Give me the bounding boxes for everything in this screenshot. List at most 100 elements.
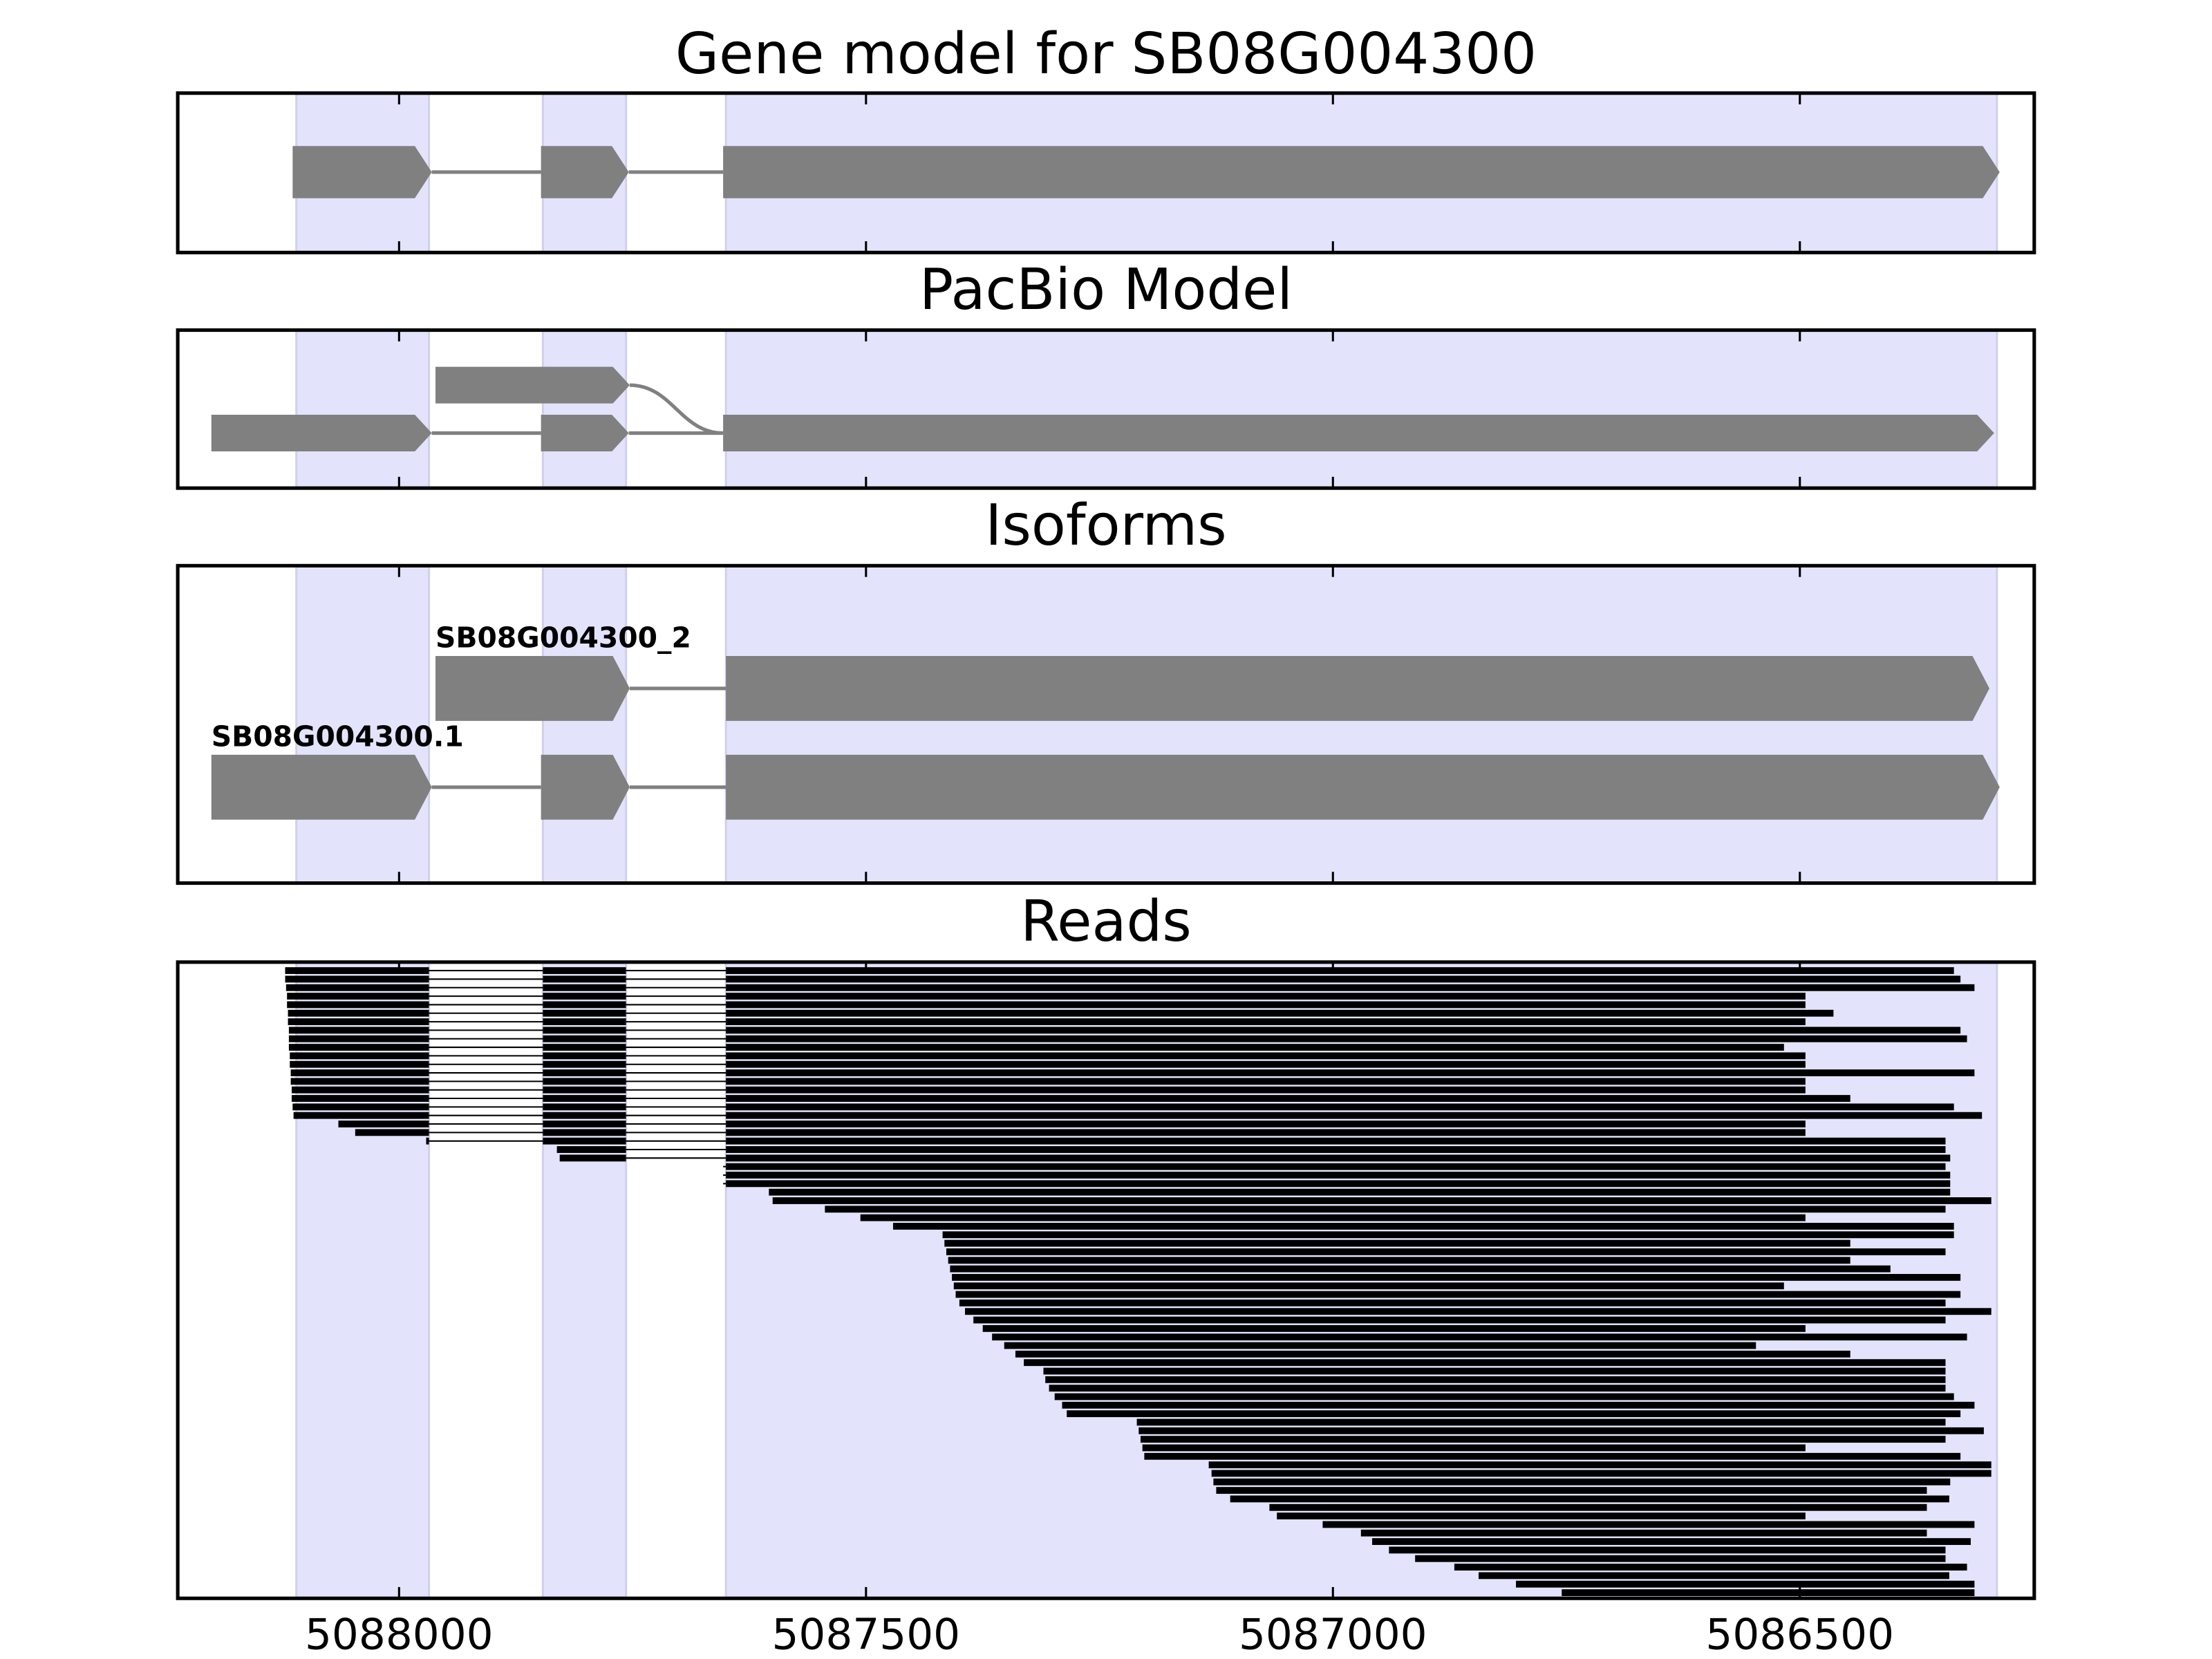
read [291, 1086, 1806, 1094]
read-block [543, 1044, 626, 1051]
read-block [1045, 1376, 1946, 1383]
read-block [726, 1052, 1806, 1060]
exon [723, 146, 2000, 198]
read-block [1389, 1546, 1946, 1554]
read-block [942, 1231, 1954, 1239]
exon-region [541, 564, 628, 885]
read-block [726, 1018, 1806, 1026]
read [1054, 1393, 1954, 1400]
read-block [1415, 1555, 1946, 1562]
read-block [1562, 1589, 1975, 1596]
read-block [1372, 1538, 1971, 1546]
panel-frame [176, 91, 2036, 254]
read-block [543, 1009, 626, 1017]
read [952, 1273, 1961, 1281]
read [1140, 1436, 1946, 1443]
read-block [543, 1018, 626, 1026]
read-block [726, 1078, 1806, 1085]
x-tick-label: 5087000 [1239, 1611, 1427, 1659]
read-block [543, 1052, 626, 1060]
read-block [1322, 1521, 1975, 1528]
read [287, 993, 1806, 1000]
read [292, 1103, 1954, 1111]
read-block [1140, 1436, 1946, 1443]
read [723, 1172, 1951, 1179]
read [953, 1282, 1784, 1290]
read-block [543, 967, 626, 975]
read-block [726, 984, 1975, 991]
read-block [1024, 1359, 1946, 1367]
read-block [543, 1121, 626, 1127]
read-block [772, 1197, 1991, 1204]
exon [541, 415, 629, 452]
read-block [726, 1154, 1951, 1162]
read-block [291, 1095, 429, 1102]
read-block [726, 1146, 1946, 1153]
read-block [1054, 1393, 1954, 1400]
read [293, 1112, 1983, 1119]
read [288, 1009, 1834, 1017]
read [1144, 1452, 1961, 1460]
read-block [726, 1172, 1951, 1179]
read-block [355, 1129, 429, 1136]
read-block [285, 984, 429, 991]
read [723, 1180, 1951, 1188]
read [1360, 1529, 1927, 1537]
isoform-label: SB08G004300_2 [435, 621, 691, 655]
read [1479, 1572, 1949, 1580]
read-block [290, 1060, 429, 1068]
read-block [726, 1103, 1954, 1111]
read-block [543, 1103, 626, 1111]
read-block [543, 1095, 626, 1102]
read-block [543, 1060, 626, 1068]
read-block [1062, 1401, 1975, 1409]
exon [541, 146, 629, 198]
read-block [290, 1052, 429, 1060]
panel-title: Isoforms [985, 493, 1226, 559]
exon [292, 146, 432, 198]
read [290, 1052, 1806, 1060]
read-block [1208, 1461, 1991, 1469]
read [1216, 1487, 1927, 1494]
read-block [946, 1248, 1946, 1255]
read-block [948, 1257, 1850, 1264]
read-block [285, 975, 429, 983]
read-block [726, 1112, 1983, 1119]
read [556, 1146, 1946, 1153]
x-tick-label: 5087500 [771, 1611, 960, 1659]
read [1045, 1376, 1946, 1383]
read-block [290, 1078, 429, 1085]
read-block [287, 993, 429, 1000]
read [1067, 1410, 1961, 1418]
read-block [543, 1078, 626, 1085]
read-block [726, 1121, 1806, 1127]
read [285, 975, 1961, 983]
read-block [769, 1188, 1951, 1196]
exon-region [295, 329, 431, 489]
read-block [543, 993, 626, 1000]
read-block [1454, 1564, 1967, 1571]
read [1389, 1546, 1946, 1554]
panel-frame [176, 563, 2036, 885]
read [825, 1206, 1946, 1213]
exon-region [541, 961, 628, 1600]
read [1138, 1427, 1984, 1434]
read-block [952, 1273, 1961, 1281]
read [1142, 1444, 1806, 1452]
read [1208, 1461, 1991, 1469]
read-block [892, 1223, 1954, 1230]
exon [211, 415, 432, 452]
read-block [1269, 1503, 1927, 1511]
read-block [726, 1035, 1967, 1042]
read [769, 1188, 1951, 1196]
read-block [543, 1129, 626, 1136]
read [1213, 1478, 1951, 1485]
read [355, 1129, 1806, 1136]
read-block [288, 1018, 429, 1026]
splice-curve [629, 383, 724, 435]
read-block [726, 1095, 1850, 1102]
exon-region [724, 564, 1998, 885]
read-block [944, 1239, 1850, 1247]
